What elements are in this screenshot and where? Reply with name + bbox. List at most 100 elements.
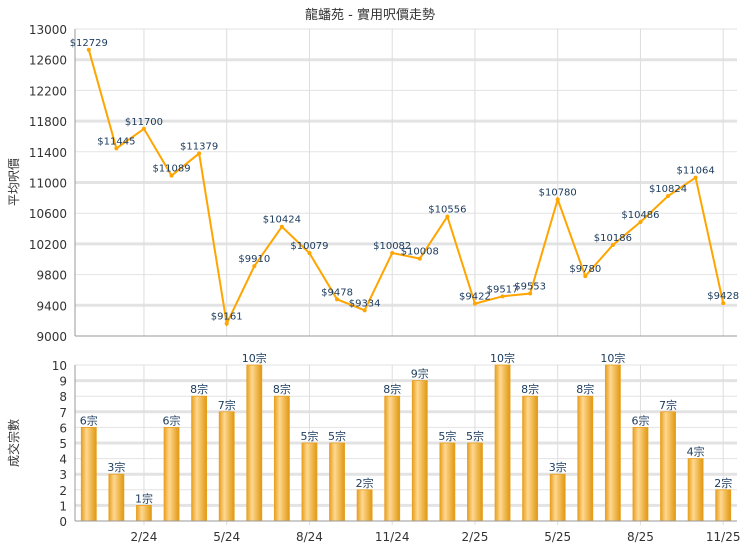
price-data-label: $10486: [621, 210, 659, 221]
volume-data-label: 10宗: [600, 351, 625, 365]
price-data-label: $9780: [569, 264, 601, 275]
volume-bar: [136, 504, 152, 522]
x-tick-label: 8/25: [627, 530, 654, 544]
volume-data-label: 10宗: [490, 351, 515, 365]
price-point: [307, 251, 312, 256]
price-point: [472, 301, 477, 306]
y-tick-label: 12200: [29, 84, 67, 98]
x-tick-label: 2/24: [130, 530, 157, 544]
price-point: [583, 274, 588, 279]
y-tick-label: 11400: [29, 146, 67, 160]
price-point: [693, 175, 698, 180]
price-point: [417, 256, 422, 261]
y-tick-label: 2: [59, 484, 67, 498]
y-tick-label: 4: [59, 453, 67, 467]
volume-bar: [218, 411, 235, 522]
price-point: [500, 294, 505, 299]
volume-data-label: 3宗: [107, 460, 125, 474]
price-data-label: $11445: [97, 136, 135, 147]
volume-bar: [411, 380, 428, 522]
price-point: [252, 264, 257, 269]
volume-bar: [522, 395, 539, 522]
volume-bar: [494, 364, 511, 522]
price-data-label: $9428: [707, 291, 739, 302]
price-data-label: $9478: [321, 287, 353, 298]
x-tick-label: 8/24: [296, 530, 323, 544]
volume-bar: [191, 395, 208, 522]
price-data-label: $10008: [401, 247, 439, 258]
x-tick-label: 5/25: [544, 530, 571, 544]
volume-bar: [604, 364, 621, 522]
volume-data-label: 2宗: [714, 476, 732, 490]
price-data-label: $9910: [238, 254, 270, 265]
y-tick-label: 11800: [29, 115, 67, 129]
price-point: [86, 47, 91, 52]
volume-data-label: 5宗: [328, 429, 346, 443]
price-data-label: $10424: [263, 215, 301, 226]
y-tick-label: 13000: [29, 23, 67, 37]
volume-data-label: 8宗: [521, 382, 539, 396]
volume-data-label: 7宗: [659, 398, 677, 412]
price-point: [528, 291, 533, 296]
y-tick-label: 6: [59, 421, 67, 435]
price-point: [169, 173, 174, 178]
volume-bar: [246, 364, 263, 522]
volume-bar: [163, 426, 180, 522]
volume-data-label: 6宗: [163, 413, 181, 427]
volume-data-label: 10宗: [242, 351, 267, 365]
y-tick-label: 5: [59, 437, 67, 451]
price-point: [197, 151, 202, 156]
x-tick-label: 11/24: [375, 530, 410, 544]
price-data-label: $11379: [180, 141, 218, 152]
price-point: [279, 224, 284, 229]
y-tick-label: 3: [59, 468, 67, 482]
price-point: [141, 126, 146, 131]
price-data-label: $11700: [125, 117, 163, 128]
price-point: [224, 321, 229, 326]
price-data-label: $10556: [428, 205, 466, 216]
volume-bar: [439, 442, 456, 522]
price-data-label: $10186: [594, 233, 632, 244]
x-tick-label: 2/25: [461, 530, 488, 544]
volume-data-label: 8宗: [190, 382, 208, 396]
price-point: [114, 146, 119, 151]
y-tick-label: 7: [59, 406, 67, 420]
price-point: [390, 250, 395, 255]
volume-data-label: 8宗: [576, 382, 594, 396]
price-data-label: $10082: [373, 241, 411, 252]
y-tick-label: 1: [59, 499, 67, 513]
volume-data-label: 4宗: [687, 445, 705, 459]
volume-bar: [384, 395, 401, 522]
volume-data-label: 3宗: [549, 460, 567, 474]
price-data-label: $10824: [649, 184, 687, 195]
price-data-label: $10079: [290, 241, 328, 252]
volume-bar: [329, 442, 345, 522]
volume-bar: [301, 442, 318, 522]
y-tick-label: 10: [52, 359, 67, 373]
price-point: [721, 301, 726, 306]
price-point: [610, 242, 615, 247]
y-tick-label: 9000: [36, 330, 67, 344]
price-point: [335, 297, 340, 302]
volume-bar: [632, 426, 649, 522]
price-data-label: $9334: [349, 298, 381, 309]
volume-bar: [356, 489, 373, 522]
y-tick-label: 9400: [36, 299, 67, 313]
y-axis-label-volume: 成交宗數: [6, 419, 21, 467]
volume-data-label: 8宗: [383, 382, 401, 396]
volume-bar: [577, 395, 594, 522]
volume-data-label: 8宗: [273, 382, 291, 396]
price-data-label: $9517: [487, 284, 519, 295]
volume-bar: [687, 458, 704, 522]
volume-bar: [467, 442, 483, 522]
y-tick-label: 0: [59, 515, 67, 529]
volume-bar: [549, 473, 566, 522]
price-point: [362, 308, 367, 313]
volume-data-label: 5宗: [300, 429, 318, 443]
volume-bar: [273, 395, 290, 522]
volume-bar: [715, 489, 732, 522]
volume-data-label: 6宗: [631, 413, 649, 427]
y-tick-label: 10200: [29, 238, 67, 252]
y-axis-label-price: 平均呎價: [7, 158, 21, 206]
